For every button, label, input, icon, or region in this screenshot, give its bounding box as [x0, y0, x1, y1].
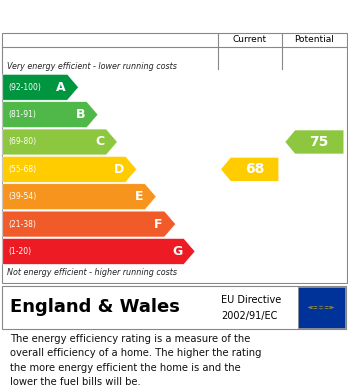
Text: Not energy efficient - higher running costs: Not energy efficient - higher running co…: [7, 267, 177, 276]
Polygon shape: [313, 306, 318, 307]
Text: The energy efficiency rating is a measure of the
overall efficiency of a home. T: The energy efficiency rating is a measur…: [10, 334, 262, 387]
Polygon shape: [307, 307, 313, 308]
Text: F: F: [154, 217, 163, 231]
Polygon shape: [3, 211, 176, 237]
Polygon shape: [318, 306, 324, 307]
Text: D: D: [114, 163, 124, 176]
Text: (81-91): (81-91): [9, 110, 37, 119]
Polygon shape: [318, 308, 324, 309]
Text: C: C: [95, 135, 104, 149]
Text: (39-54): (39-54): [9, 192, 37, 201]
Text: England & Wales: England & Wales: [10, 298, 180, 316]
Text: E: E: [135, 190, 143, 203]
Polygon shape: [3, 74, 79, 100]
Polygon shape: [3, 156, 137, 182]
Text: Energy Efficiency Rating: Energy Efficiency Rating: [9, 9, 230, 23]
Polygon shape: [3, 184, 156, 210]
Polygon shape: [3, 129, 117, 155]
Text: (21-38): (21-38): [9, 220, 37, 229]
Text: 2002/91/EC: 2002/91/EC: [221, 311, 277, 321]
Text: (69-80): (69-80): [9, 138, 37, 147]
Text: (92-100): (92-100): [9, 83, 41, 92]
Polygon shape: [313, 308, 318, 309]
Text: A: A: [56, 81, 66, 94]
Text: 68: 68: [245, 162, 264, 176]
Polygon shape: [324, 308, 330, 309]
Text: (55-68): (55-68): [9, 165, 37, 174]
Text: Potential: Potential: [294, 36, 334, 45]
Polygon shape: [221, 158, 278, 181]
Polygon shape: [3, 239, 195, 264]
Text: G: G: [172, 245, 182, 258]
Text: Very energy efficient - lower running costs: Very energy efficient - lower running co…: [7, 62, 177, 71]
Polygon shape: [324, 306, 330, 307]
Text: (1-20): (1-20): [9, 247, 32, 256]
Polygon shape: [329, 307, 335, 308]
Text: 75: 75: [310, 135, 329, 149]
Bar: [298, 287, 345, 328]
Polygon shape: [3, 102, 98, 127]
Text: B: B: [76, 108, 85, 121]
Polygon shape: [285, 130, 343, 154]
Text: EU Directive: EU Directive: [221, 296, 281, 305]
Text: Current: Current: [232, 36, 267, 45]
